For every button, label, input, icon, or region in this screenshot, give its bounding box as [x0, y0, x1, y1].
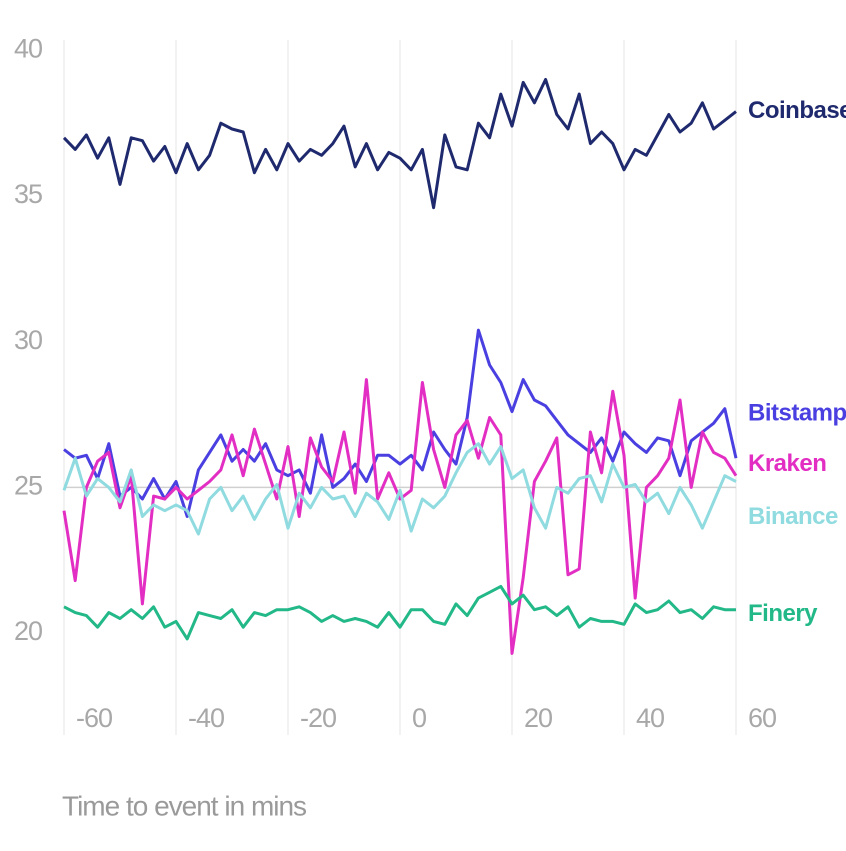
x-axis-title: Time to event in mins — [62, 790, 306, 821]
y-tick-label: 25 — [14, 471, 42, 501]
series-label: Kraken — [748, 450, 826, 477]
x-tick-label: 60 — [748, 703, 776, 733]
series-line — [63, 584, 736, 641]
x-tick-label: 40 — [636, 703, 664, 733]
x-tick-label: 0 — [412, 703, 426, 733]
y-tick-label: 20 — [14, 616, 42, 646]
series-line — [62, 378, 738, 655]
x-tick-label: -20 — [300, 703, 336, 733]
series-label: Finery — [748, 600, 818, 627]
y-tick-label: 35 — [14, 179, 42, 209]
x-tick-label: -60 — [76, 703, 112, 733]
series-line — [62, 442, 737, 536]
series-label: Coinbase — [748, 97, 846, 124]
x-tick-label: -40 — [188, 703, 224, 733]
series-line — [63, 328, 738, 518]
grid — [63, 40, 737, 735]
y-tick-label: 40 — [14, 34, 42, 64]
series-label: Binance — [748, 503, 838, 530]
x-tick-label: 20 — [524, 703, 552, 733]
y-tick-label: 30 — [14, 325, 42, 355]
series-label: Bitstamp — [748, 400, 846, 427]
series-line — [62, 78, 737, 210]
